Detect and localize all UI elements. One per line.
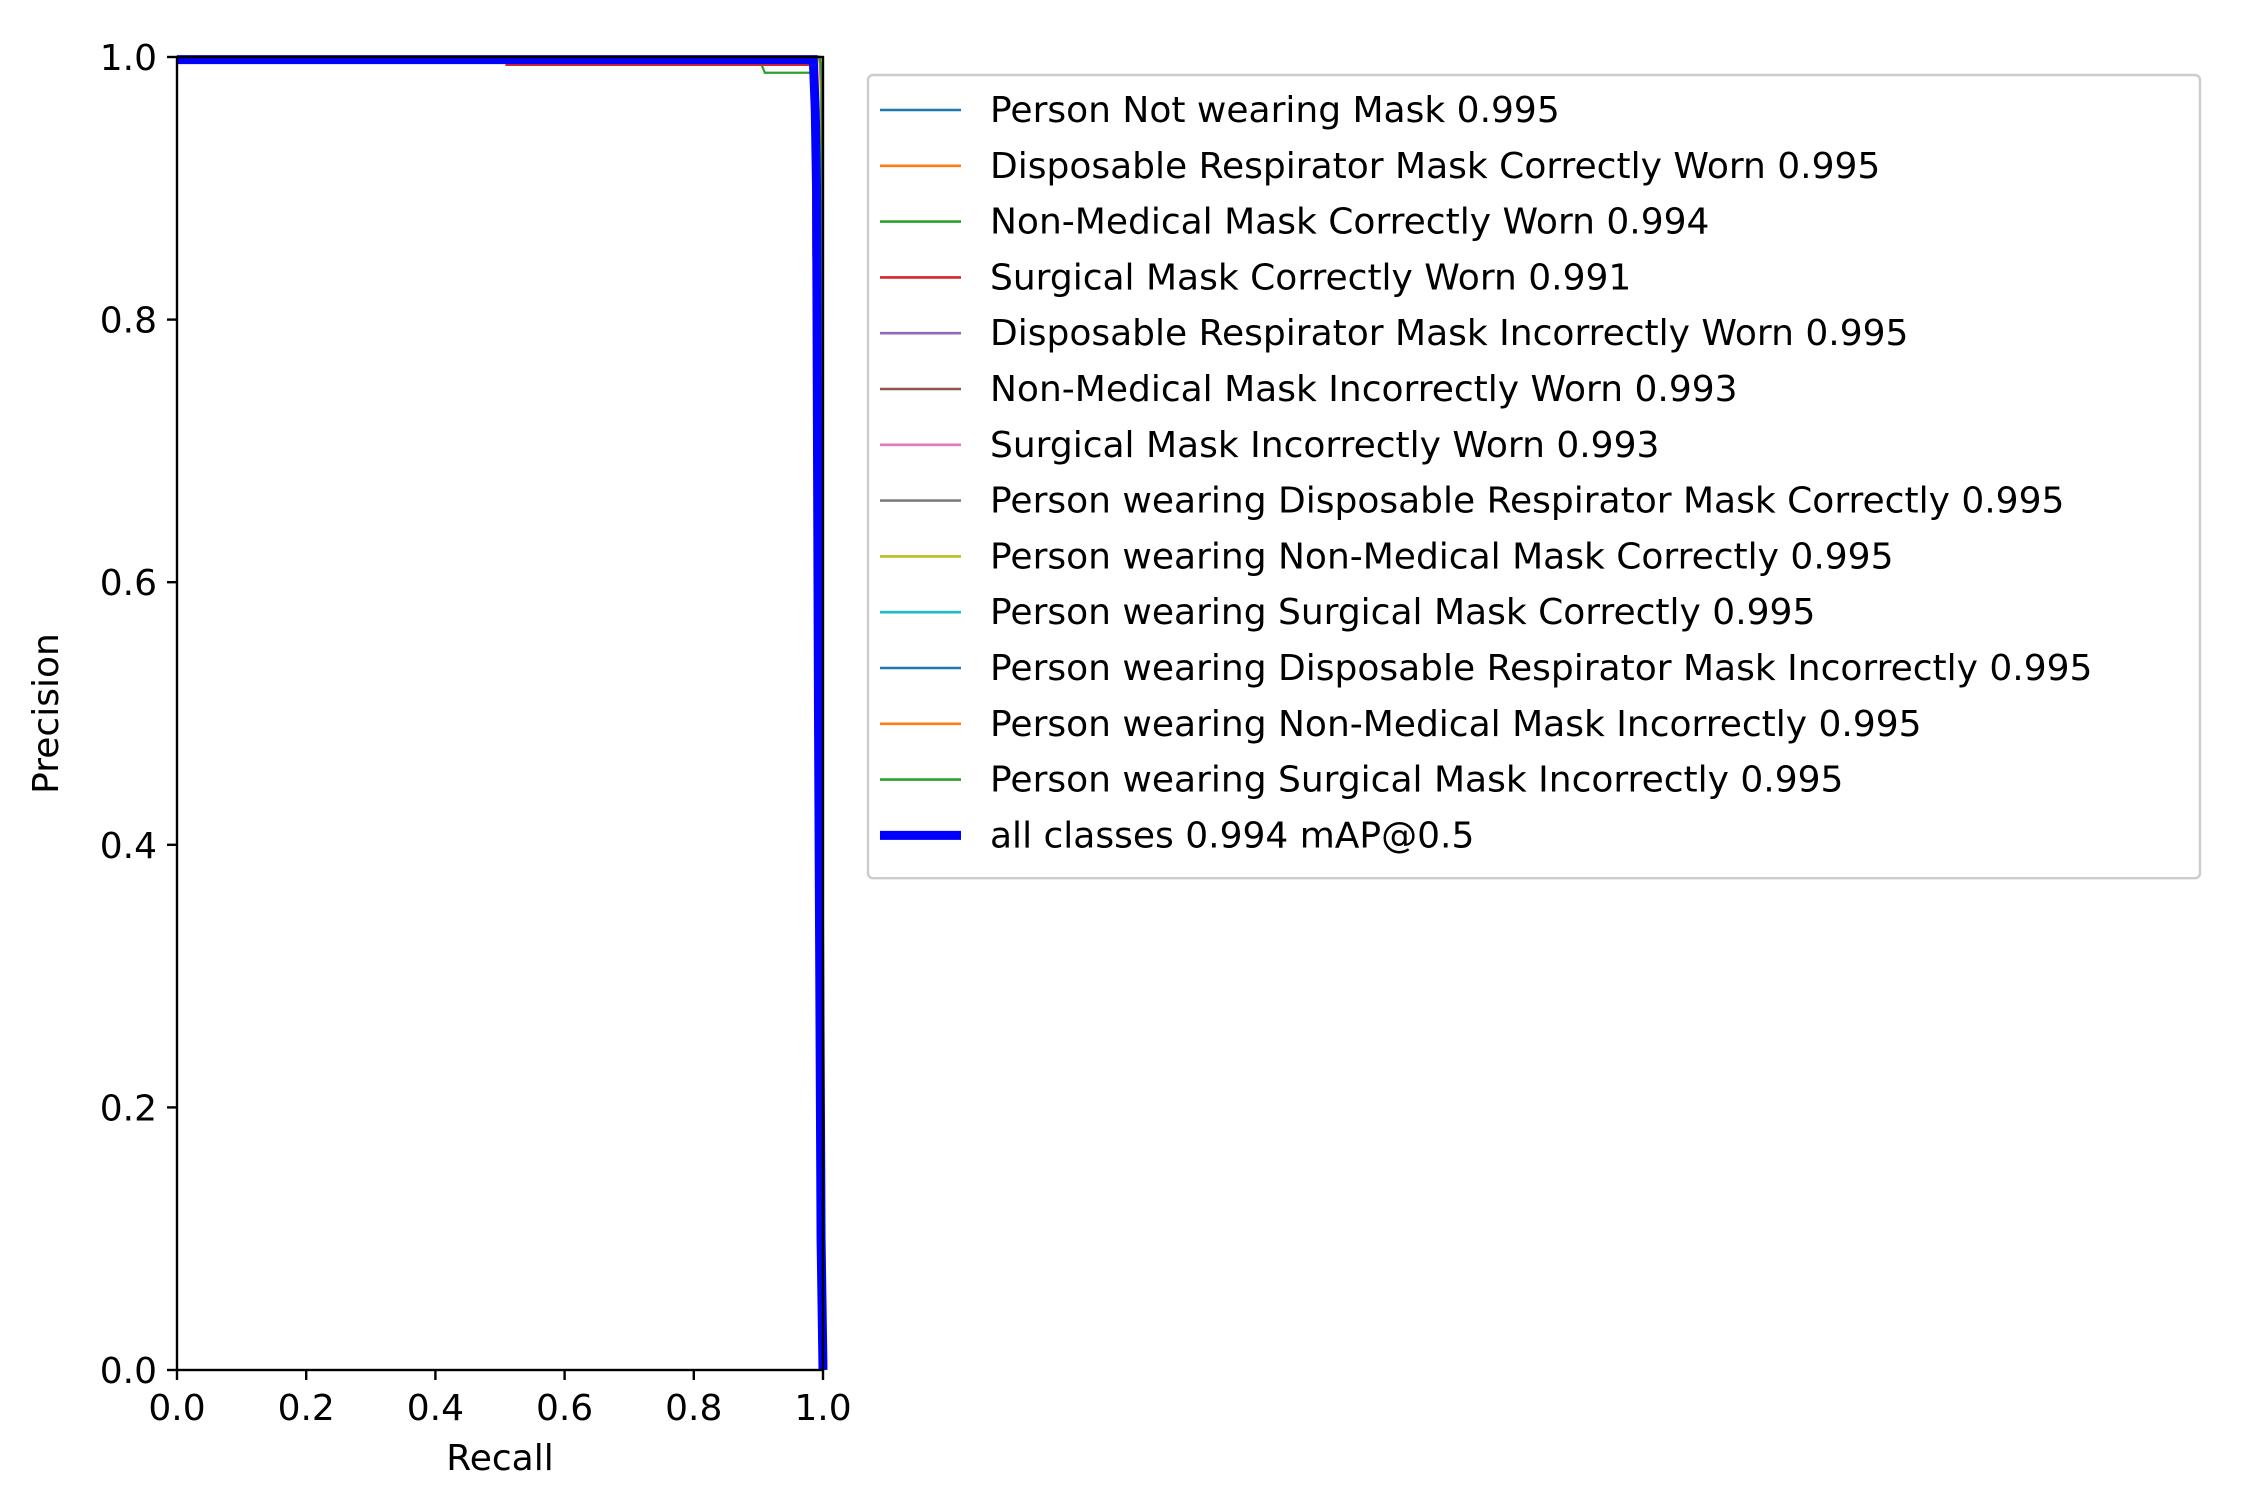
legend-item-10: Person wearing Surgical Mask Correctly 0… — [880, 592, 1815, 633]
y-tick-label: 0.4 — [100, 826, 157, 867]
x-tick-label: 0.2 — [278, 1388, 335, 1429]
x-tick-label: 0.4 — [407, 1388, 464, 1429]
legend-label: Non-Medical Mask Correctly Worn 0.994 — [990, 202, 1709, 243]
legend-label: Person wearing Disposable Respirator Mas… — [990, 481, 2064, 522]
plot-area — [175, 55, 828, 1372]
y-axis-ticks: 0.0 0.2 0.4 0.6 0.8 1.0 — [100, 38, 177, 1392]
legend-item-3: Non-Medical Mask Correctly Worn 0.994 — [880, 202, 1709, 243]
legend-label: Disposable Respirator Mask Correctly Wor… — [990, 146, 1880, 187]
series-line-14 — [177, 55, 828, 1371]
y-tick-label: 0.0 — [100, 1351, 157, 1392]
legend-item-9: Person wearing Non-Medical Mask Correctl… — [880, 536, 1893, 577]
x-axis-title: Recall — [446, 1438, 553, 1479]
legend-label: Surgical Mask Correctly Worn 0.991 — [990, 257, 1631, 298]
legend-item-14: all classes 0.994 mAP@0.5 — [880, 815, 1474, 856]
legend-item-2: Disposable Respirator Mask Correctly Wor… — [880, 146, 1880, 187]
axes-frame — [175, 55, 825, 1372]
legend-label: Person wearing Disposable Respirator Mas… — [990, 648, 2092, 689]
legend-label: Person Not wearing Mask 0.995 — [990, 90, 1560, 131]
legend-label: all classes 0.994 mAP@0.5 — [990, 815, 1474, 856]
y-axis-title: Precision — [26, 633, 67, 794]
legend-label: Disposable Respirator Mask Incorrectly W… — [990, 313, 1908, 354]
legend-item-13: Person wearing Surgical Mask Incorrectly… — [880, 760, 1843, 801]
y-tick-label: 0.8 — [100, 301, 157, 342]
x-tick-label: 1.0 — [794, 1388, 851, 1429]
y-tick-label: 0.2 — [100, 1088, 157, 1129]
legend-items: Person Not wearing Mask 0.995 Disposable … — [880, 90, 2092, 856]
legend: Person Not wearing Mask 0.995 Disposable … — [866, 73, 2202, 880]
x-axis-ticks: 0.0 0.2 0.4 0.6 0.8 1.0 — [148, 1370, 852, 1429]
legend-label: Non-Medical Mask Incorrectly Worn 0.993 — [990, 369, 1738, 410]
legend-item-11: Person wearing Disposable Respirator Mas… — [880, 648, 2092, 689]
legend-item-6: Non-Medical Mask Incorrectly Worn 0.993 — [880, 369, 1738, 410]
legend-item-4: Surgical Mask Correctly Worn 0.991 — [880, 257, 1631, 298]
legend-item-12: Person wearing Non-Medical Mask Incorrec… — [880, 704, 1922, 745]
legend-label: Surgical Mask Incorrectly Worn 0.993 — [990, 425, 1659, 466]
legend-item-7: Surgical Mask Incorrectly Worn 0.993 — [880, 425, 1659, 466]
legend-label: Person wearing Surgical Mask Incorrectly… — [990, 760, 1843, 801]
legend-item-8: Person wearing Disposable Respirator Mas… — [880, 481, 2064, 522]
legend-label: Person wearing Non-Medical Mask Incorrec… — [990, 704, 1922, 745]
y-tick-label: 1.0 — [100, 38, 157, 79]
legend-label: Person wearing Surgical Mask Correctly 0… — [990, 592, 1815, 633]
legend-label: Person wearing Non-Medical Mask Correctl… — [990, 536, 1893, 577]
y-tick-label: 0.6 — [100, 563, 157, 604]
x-tick-label: 0.8 — [665, 1388, 722, 1429]
legend-item-5: Disposable Respirator Mask Incorrectly W… — [880, 313, 1908, 354]
x-tick-label: 0.6 — [536, 1388, 593, 1429]
axes-background — [177, 57, 823, 1370]
x-tick-label: 0.0 — [148, 1388, 205, 1429]
legend-item-1: Person Not wearing Mask 0.995 — [880, 90, 1560, 131]
legend-box — [866, 73, 2202, 880]
